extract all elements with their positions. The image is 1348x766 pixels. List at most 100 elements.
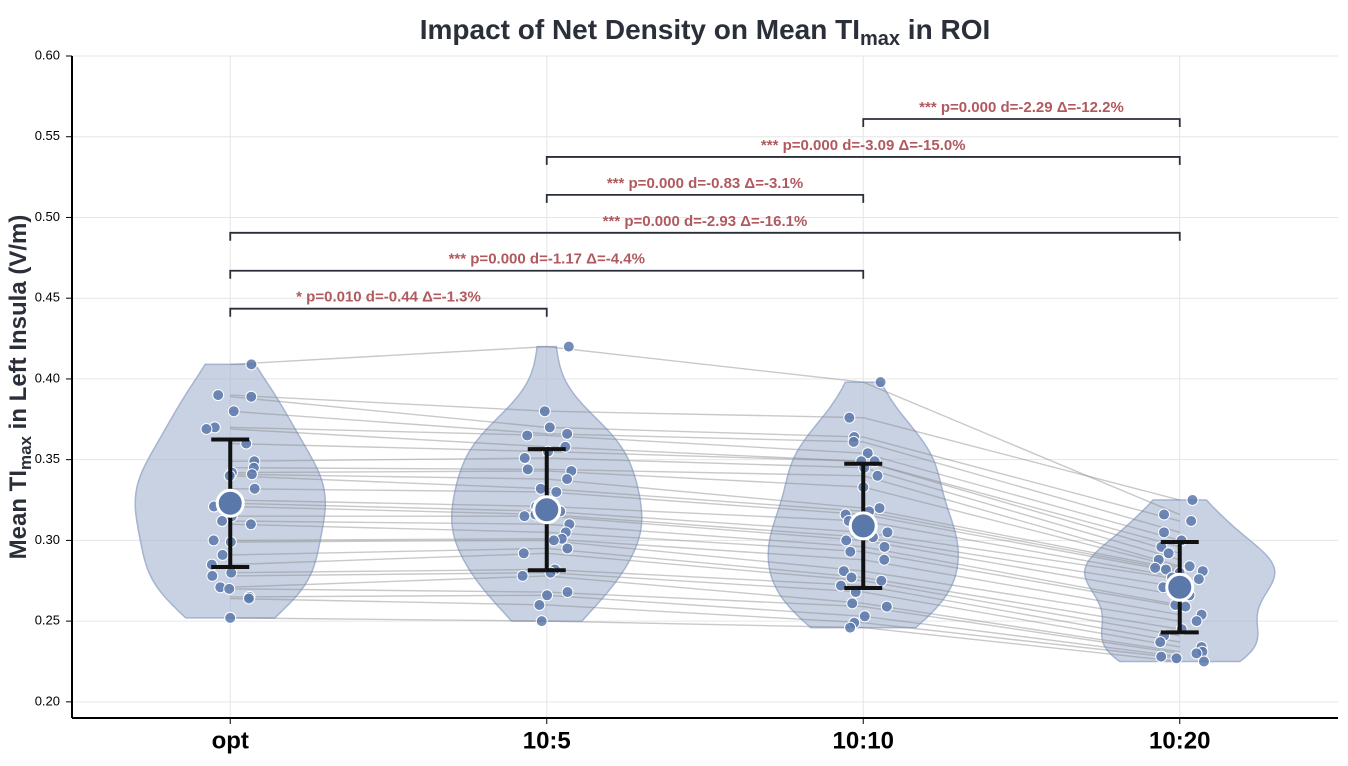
data-point <box>846 597 859 610</box>
x-tick-label: 10:5 <box>523 727 571 754</box>
data-point <box>516 569 529 582</box>
data-point <box>533 598 546 611</box>
data-point <box>561 473 574 486</box>
subject-line <box>230 410 1180 533</box>
title-subscript: max <box>860 28 900 50</box>
data-point <box>248 482 261 495</box>
data-point <box>843 411 856 424</box>
data-point <box>538 405 551 418</box>
data-point <box>216 515 229 528</box>
data-point <box>1159 563 1172 576</box>
data-point <box>1149 561 1162 574</box>
data-point <box>543 421 556 434</box>
data-point <box>534 482 547 495</box>
data-point <box>242 592 255 605</box>
data-point <box>871 469 884 482</box>
data-point <box>1170 652 1183 665</box>
significance-label: * p=0.010 d=-0.44 Δ=-1.3% <box>296 289 481 306</box>
data-point <box>216 548 229 561</box>
subject-line <box>230 502 1180 580</box>
significance-label: *** p=0.000 d=-1.17 Δ=-4.4% <box>449 251 645 268</box>
data-point <box>224 611 237 624</box>
data-point <box>535 615 548 628</box>
significance-label: *** p=0.000 d=-2.29 Δ=-12.2% <box>919 99 1124 116</box>
data-point <box>561 586 574 599</box>
significance-bracket <box>862 118 1181 127</box>
significance-label: *** p=0.000 d=-2.93 Δ=-16.1% <box>603 213 808 230</box>
subject-line <box>230 475 1180 572</box>
significance-bracket <box>229 307 548 317</box>
subject-line <box>230 547 1180 630</box>
data-point <box>561 542 574 555</box>
data-point <box>881 526 894 539</box>
subject-line <box>230 345 1181 516</box>
x-tick-label: 10:20 <box>1149 727 1210 754</box>
significance-label: *** p=0.000 d=-3.09 Δ=-15.0% <box>761 137 966 154</box>
data-point <box>521 429 534 442</box>
data-point <box>212 389 225 402</box>
subject-line <box>230 428 1180 548</box>
subject-line <box>230 505 1180 588</box>
data-point <box>1186 494 1199 507</box>
subject-line <box>230 394 1180 501</box>
data-point <box>541 589 554 602</box>
subject-line <box>230 442 1180 554</box>
subject-line <box>230 426 1180 542</box>
subject-line <box>230 594 1180 658</box>
data-point <box>878 540 891 553</box>
y-axis-label: Mean TImax in Left Insula (V/m) <box>5 215 35 560</box>
mean-marker <box>532 495 562 525</box>
y-label-text: in Left Insula (V/m) <box>5 215 32 436</box>
x-tick-label: 10:10 <box>833 727 894 754</box>
significance-bracket <box>229 231 1181 241</box>
x-tick-label: opt <box>212 727 249 754</box>
data-point <box>837 565 850 578</box>
data-point <box>844 621 857 634</box>
data-point <box>1155 650 1168 663</box>
data-point <box>547 534 560 547</box>
data-point <box>517 547 530 560</box>
subject-line <box>230 538 1180 616</box>
data-point <box>1154 636 1167 649</box>
subject-line <box>230 488 1180 574</box>
data-point <box>875 574 888 587</box>
subject-line <box>230 597 1180 659</box>
significance-bracket <box>545 193 865 203</box>
data-point <box>878 553 891 566</box>
subject-line <box>230 457 1180 561</box>
data-point <box>245 390 258 403</box>
subject-line <box>230 470 1180 569</box>
data-point <box>1190 615 1203 628</box>
data-point <box>874 376 887 389</box>
y-label-subscript: max <box>16 435 35 470</box>
significance-bracket <box>545 156 1181 165</box>
title-text: in ROI <box>900 14 990 45</box>
mean-marker <box>1165 572 1195 602</box>
data-point <box>562 340 575 353</box>
data-point <box>223 582 236 595</box>
data-point <box>244 518 257 531</box>
subject-line <box>230 515 1180 596</box>
data-point <box>1190 647 1203 660</box>
subject-line <box>230 520 1180 606</box>
y-tick-label: 0.20 <box>35 693 60 708</box>
data-point <box>521 463 534 476</box>
y-label-text: Mean TI <box>5 470 32 559</box>
data-point <box>561 427 574 440</box>
data-point <box>550 485 563 498</box>
data-point <box>207 534 220 547</box>
significance-bracket <box>229 269 865 279</box>
plot-body <box>134 340 1276 668</box>
data-point <box>1158 526 1171 539</box>
data-point <box>1192 573 1205 586</box>
subject-line <box>230 575 1180 653</box>
y-tick-label: 0.45 <box>35 290 60 305</box>
y-tick-label: 0.40 <box>35 370 60 385</box>
subject-line <box>230 473 1180 571</box>
data-point <box>840 534 853 547</box>
y-tick-label: 0.30 <box>35 532 60 547</box>
data-point <box>858 610 871 623</box>
chart-title: Impact of Net Density on Mean TImax in R… <box>420 14 991 50</box>
y-tick-label: 0.50 <box>35 209 60 224</box>
data-point <box>245 358 258 371</box>
